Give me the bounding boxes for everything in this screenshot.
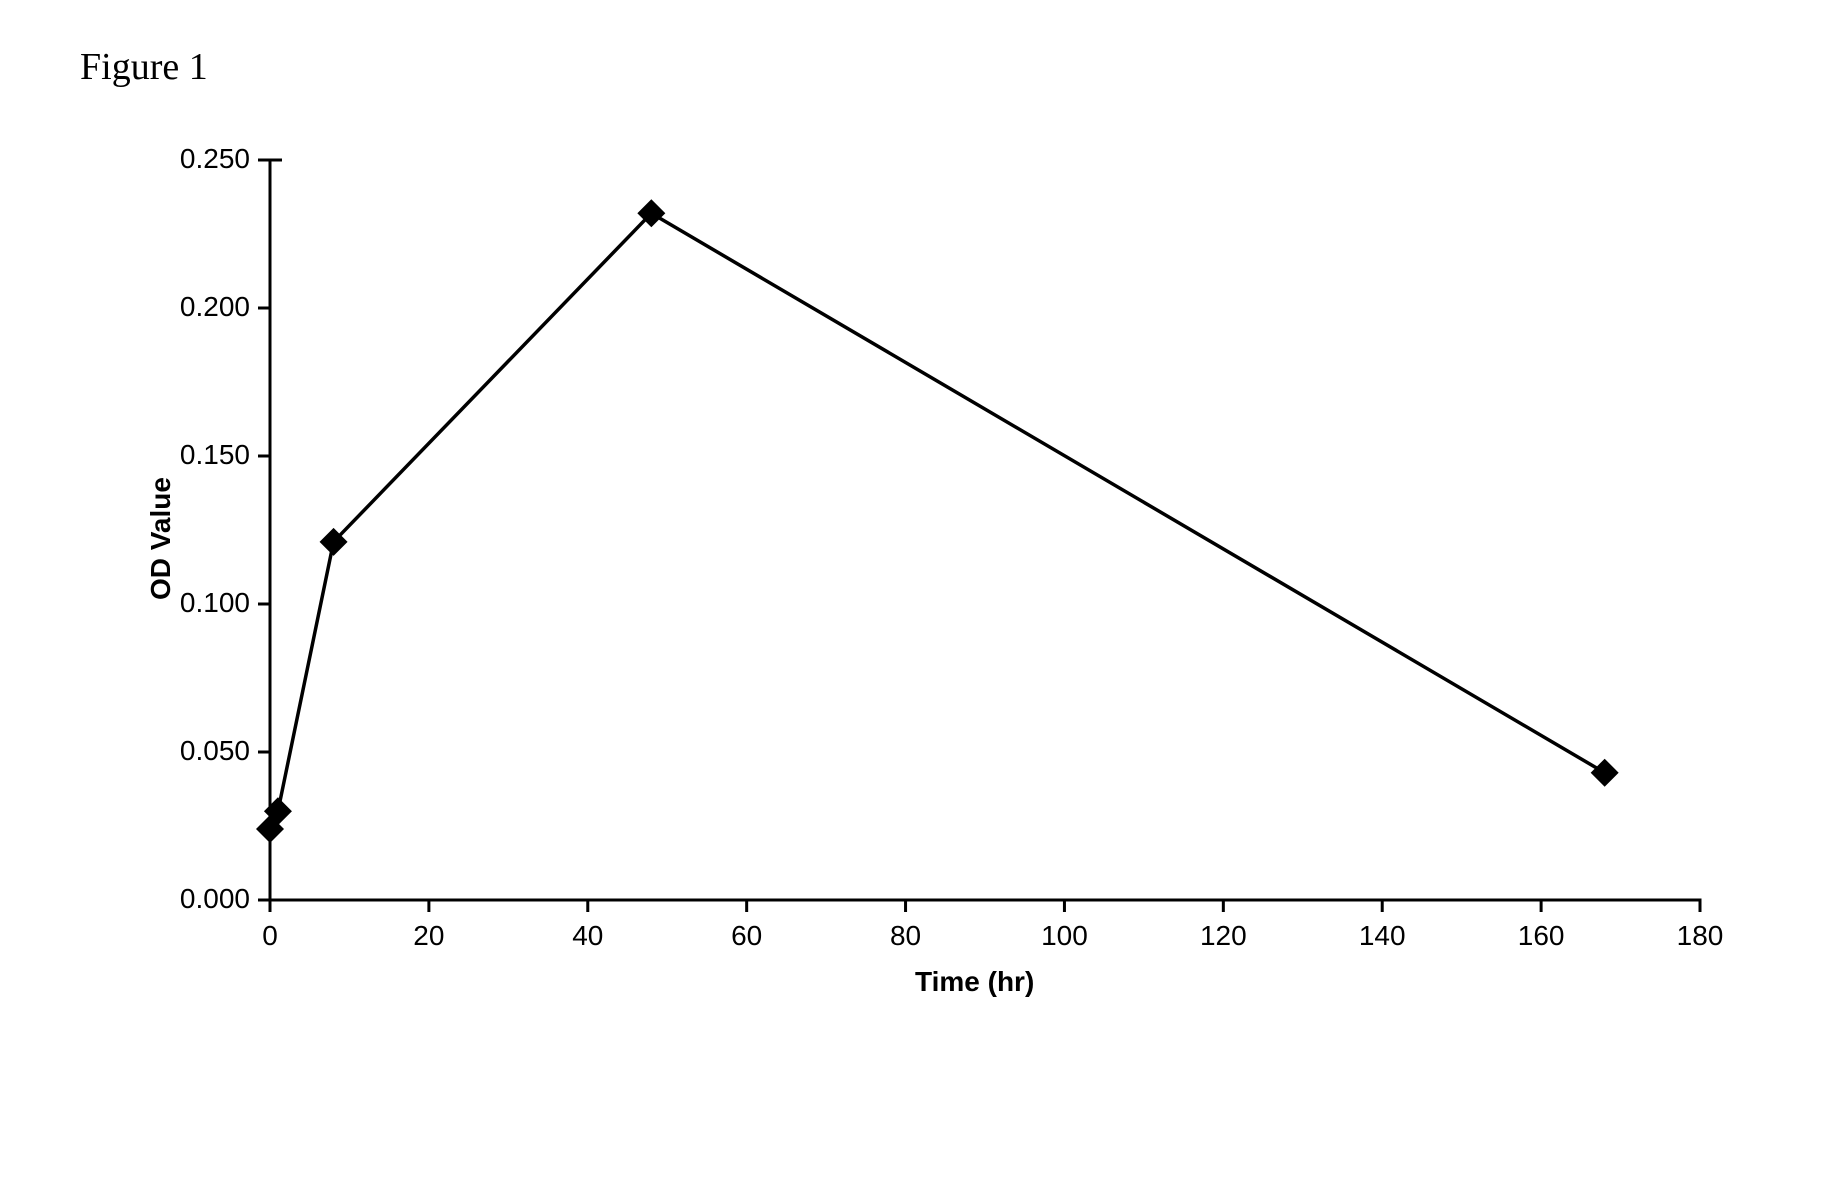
y-tick-label: 0.200: [180, 291, 250, 323]
y-tick-label: 0.000: [180, 883, 250, 915]
x-tick-label: 60: [717, 920, 777, 952]
y-tick-label: 0.150: [180, 439, 250, 471]
y-tick-label: 0.250: [180, 143, 250, 175]
x-axis-label: Time (hr): [915, 966, 1034, 998]
x-tick-label: 40: [558, 920, 618, 952]
chart-container: OD Value 0.0000.0500.1000.1500.2000.250 …: [140, 150, 1760, 1150]
x-tick-label: 180: [1670, 920, 1730, 952]
y-tick-label: 0.050: [180, 735, 250, 767]
data-marker: [1591, 759, 1619, 787]
y-axis-label: OD Value: [145, 477, 177, 600]
figure-title: Figure 1: [80, 45, 208, 89]
x-tick-label: 160: [1511, 920, 1571, 952]
page: Figure 1 OD Value 0.000 0.050 0.100 0.150 0.…: [0, 0, 1829, 1185]
line-chart: [140, 150, 1760, 1150]
x-tick-label: 20: [399, 920, 459, 952]
x-tick-label: 100: [1034, 920, 1094, 952]
x-tick-label: 0: [240, 920, 300, 952]
y-tick-label: 0.100: [180, 587, 250, 619]
x-tick-label: 80: [876, 920, 936, 952]
x-tick-label: 120: [1193, 920, 1253, 952]
x-tick-label: 140: [1352, 920, 1412, 952]
